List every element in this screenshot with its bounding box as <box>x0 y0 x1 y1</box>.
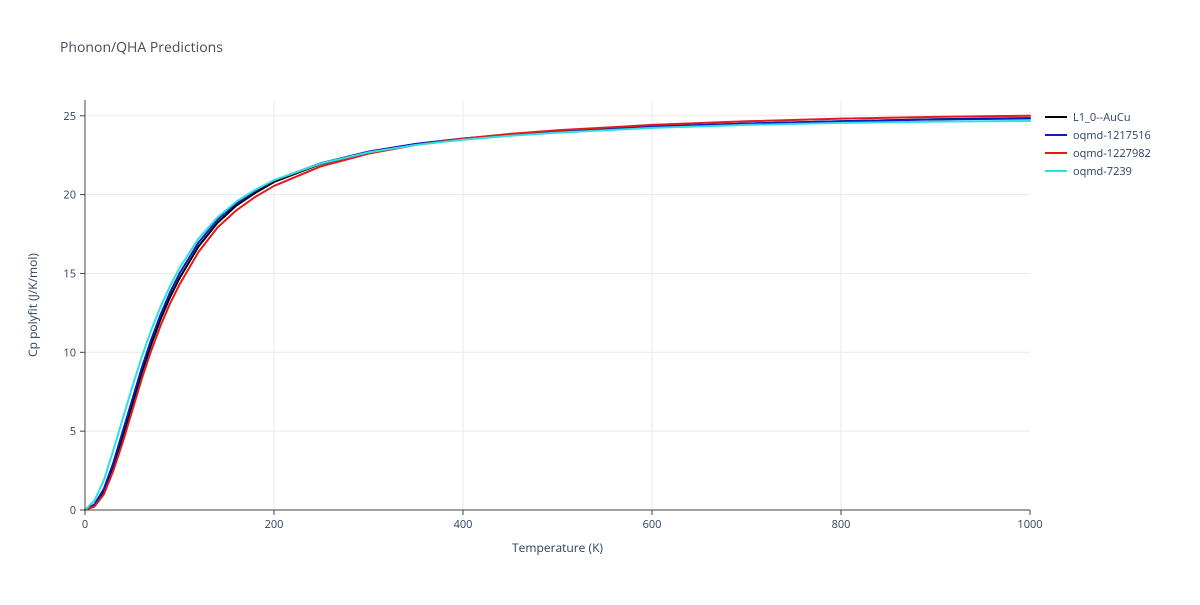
legend-label: oqmd-7239 <box>1073 164 1132 179</box>
legend-label: oqmd-1217516 <box>1073 128 1151 143</box>
x-tick-label: 600 <box>643 517 662 532</box>
x-tick-label: 200 <box>265 517 284 532</box>
legend-item[interactable]: L1_0--AuCu <box>1045 108 1151 126</box>
y-tick-label: 5 <box>70 424 76 439</box>
x-tick-label: 0 <box>82 517 88 532</box>
legend-item[interactable]: oqmd-1217516 <box>1045 126 1151 144</box>
y-tick-label: 25 <box>63 109 76 124</box>
x-tick-label: 400 <box>454 517 473 532</box>
legend-item[interactable]: oqmd-1227982 <box>1045 144 1151 162</box>
legend-label: L1_0--AuCu <box>1073 110 1131 125</box>
y-tick-label: 0 <box>70 503 76 518</box>
legend-swatch <box>1045 170 1067 172</box>
y-tick-label: 20 <box>63 188 76 203</box>
chart-title: Phonon/QHA Predictions <box>60 38 223 57</box>
y-tick-label: 10 <box>63 345 76 360</box>
legend-label: oqmd-1227982 <box>1073 146 1151 161</box>
legend-swatch <box>1045 134 1067 136</box>
legend-item[interactable]: oqmd-7239 <box>1045 162 1151 180</box>
legend: L1_0--AuCu oqmd-1217516 oqmd-1227982 oqmd-7… <box>1045 108 1151 180</box>
y-axis-label: Cp polyfit (J/K/mol) <box>24 253 41 357</box>
x-axis-label: Temperature (K) <box>512 539 603 556</box>
chart-root: Phonon/QHA Predictions 02004006008001000… <box>0 0 1200 600</box>
plot-area <box>85 100 1030 510</box>
y-tick-label: 15 <box>63 266 76 281</box>
x-tick-label: 800 <box>832 517 851 532</box>
x-tick-label: 1000 <box>1017 517 1042 532</box>
chart-svg: 0 200 400 600 800 1000 0 5 10 15 20 25 Temperature (… <box>0 0 1200 600</box>
legend-swatch <box>1045 116 1067 118</box>
legend-swatch <box>1045 152 1067 154</box>
